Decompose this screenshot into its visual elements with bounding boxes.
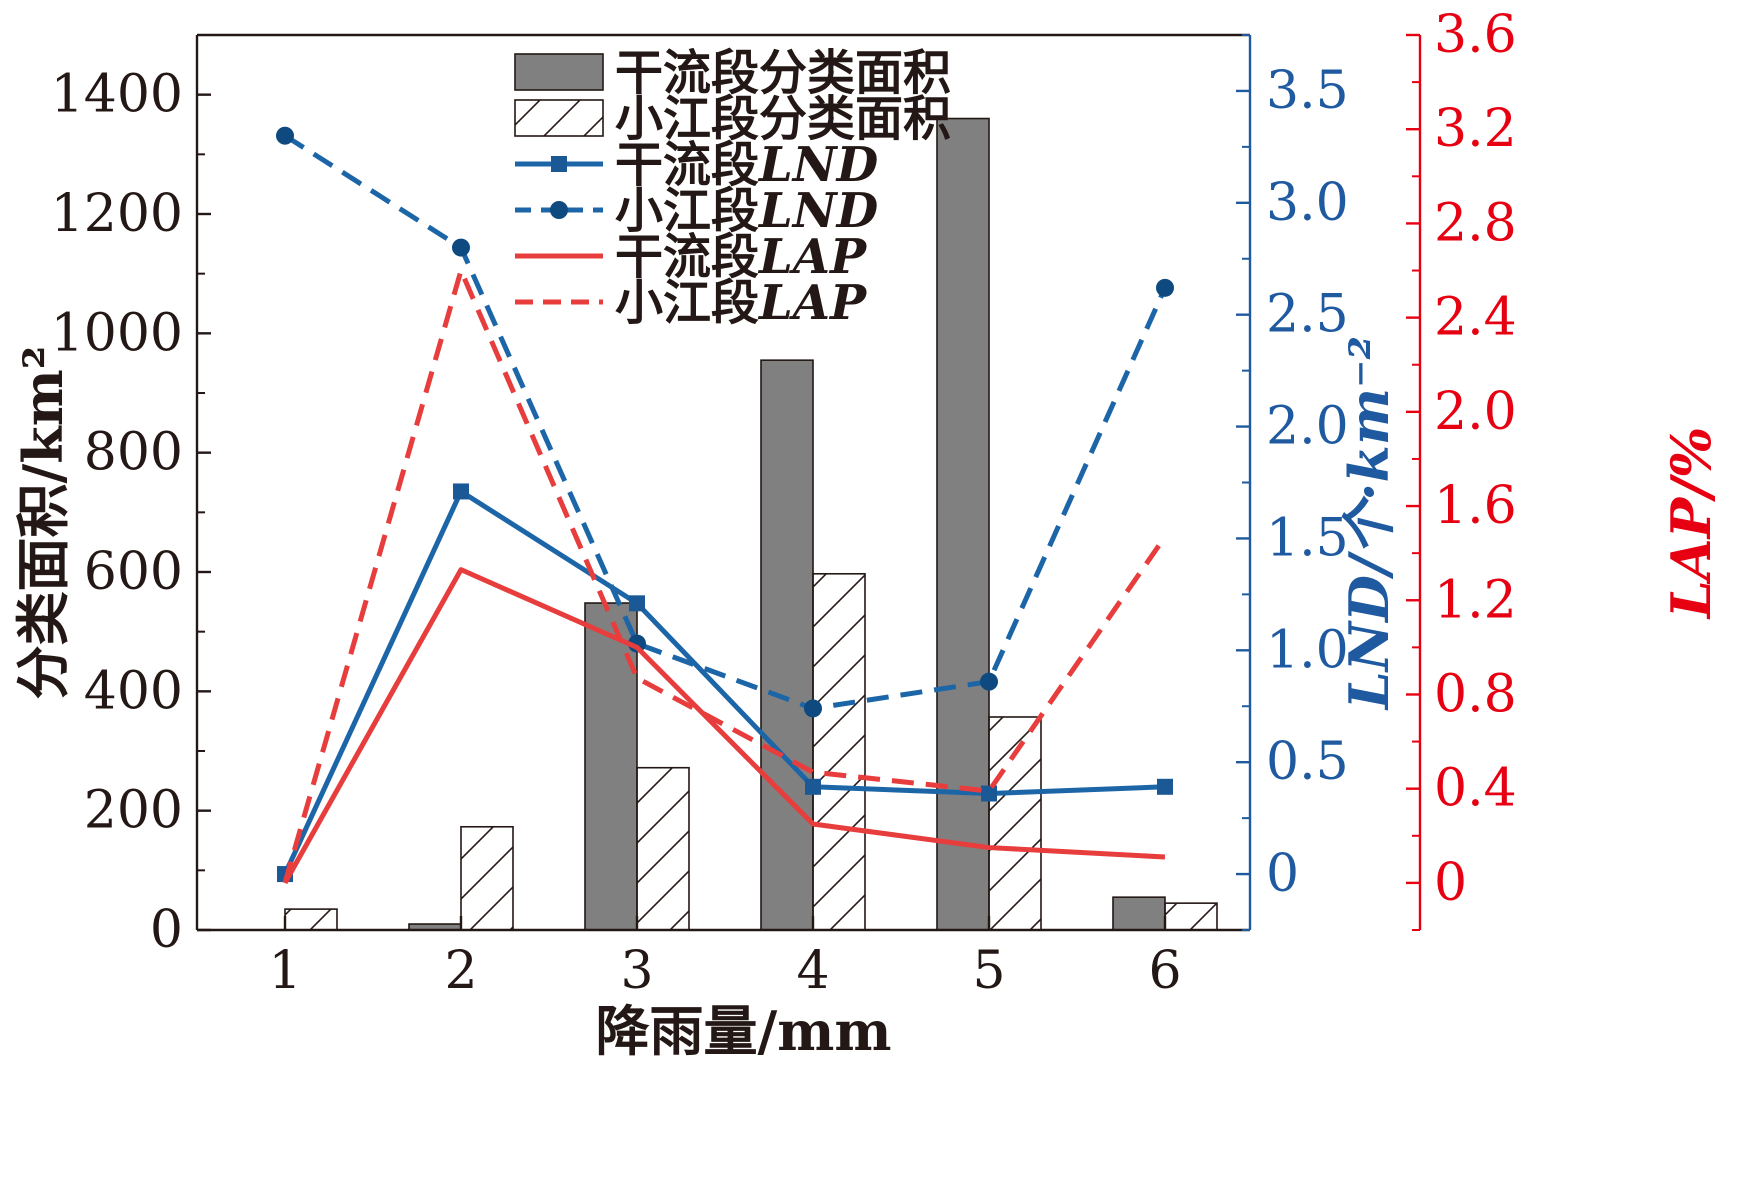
x-tick-label: 5 [972, 941, 1005, 1001]
plot-frame [195, 33, 1250, 932]
marker-square [1157, 778, 1173, 795]
legend-label: 干流段LAP [615, 229, 868, 285]
y-right1-tick-label: 0.5 [1266, 732, 1349, 792]
legend-label-abbr: LAP [757, 229, 868, 285]
x-tick-label: 6 [1148, 941, 1181, 1001]
legend-marker-square [551, 156, 567, 172]
series-line-小江段LAP [282, 268, 1168, 884]
x-axis-title: 降雨量/mm [596, 999, 892, 1063]
y-right2-tick-label: 0.8 [1434, 664, 1517, 724]
marker-square [629, 595, 645, 612]
marker-circle [1156, 278, 1174, 297]
bar-xiaojiang-2 [460, 825, 514, 931]
y-right2-tick-label: 1.2 [1434, 570, 1517, 630]
legend-swatch-bar-hatch [514, 99, 604, 137]
legend-label-text: 干流段 [615, 137, 759, 193]
x-tick-label: 4 [796, 941, 829, 1001]
legend-label-abbr: LND [757, 137, 879, 193]
y-right2-tick-label: 2.4 [1434, 288, 1517, 348]
y-right2-tick-label: 3.6 [1434, 5, 1517, 65]
y-right2-axis-title: LAP/% [1659, 427, 1723, 621]
y-right1-tick-label: 1.0 [1266, 620, 1349, 680]
y-right2-tick-label: 3.2 [1434, 99, 1517, 159]
y-right2-tick-label: 1.6 [1434, 476, 1517, 536]
x-tick-label: 3 [620, 941, 653, 1001]
series-line-干流段LND [282, 488, 1166, 876]
legend-label: 小江段LND [615, 183, 879, 239]
lines-layer [276, 126, 1174, 885]
legend-label-text: 小江段 [615, 183, 759, 239]
y-right1-axis-title: LND/个·km⁻² [1337, 336, 1401, 711]
bar-main-6 [1112, 896, 1166, 931]
y-left-tick-label: 0 [150, 900, 183, 960]
bar-xiaojiang-6 [1164, 902, 1218, 931]
legend-label-text: 小江段 [615, 275, 759, 331]
y-right1-tick-label: 3.5 [1266, 61, 1349, 121]
y-right1-tick-label: 1.5 [1266, 508, 1349, 568]
x-tick-label: 1 [268, 941, 301, 1001]
bar-xiaojiang-3 [636, 766, 690, 931]
legend-label-text: 干流段 [615, 229, 759, 285]
y-left-tick-label: 800 [84, 423, 183, 483]
legend-label: 小江段LAP [615, 275, 868, 331]
bar-xiaojiang-4 [812, 572, 866, 931]
y-right1-tick-label: 2.5 [1266, 285, 1349, 345]
y-left-tick-label: 1200 [51, 184, 183, 244]
legend-swatch-bar-solid [514, 53, 604, 91]
y-right1-tick-label: 2.0 [1266, 397, 1349, 457]
bar-main-3 [584, 602, 638, 931]
y-left-axis-title: 分类面积/km² [11, 346, 75, 700]
marker-circle [276, 126, 294, 145]
x-tick-label: 2 [444, 941, 477, 1001]
bar-xiaojiang-1 [284, 908, 338, 931]
bar-xiaojiang-5 [988, 716, 1042, 931]
marker-square [981, 785, 997, 802]
marker-circle [980, 672, 998, 691]
legend-label: 干流段分类面积 [615, 45, 951, 101]
y-right2-tick-label: 2.0 [1434, 382, 1517, 442]
marker-circle [452, 238, 470, 257]
marker-circle [804, 699, 822, 718]
legend-marker-circle [550, 201, 568, 219]
legend-label-abbr: LND [757, 183, 879, 239]
series-line-干流段LAP [282, 567, 1166, 885]
y-left-tick-label: 1400 [51, 65, 183, 125]
y-left-tick-label: 600 [84, 542, 183, 602]
y-right2-tick-label: 2.8 [1434, 193, 1517, 253]
legend-label: 干流段LND [615, 137, 879, 193]
series-line-小江段LND [283, 133, 1168, 711]
y-right1-tick-label: 0 [1266, 844, 1299, 904]
y-right2-tick-label: 0.4 [1434, 759, 1517, 819]
legend-label-text: 小江段分类面积 [615, 91, 951, 147]
y-left-tick-label: 1000 [51, 303, 183, 363]
marker-square [453, 483, 469, 500]
legend-label: 小江段分类面积 [615, 91, 951, 147]
axes-layer: 1 2 3 4 5 6 降雨量/mm 0 200 400 600 800 1000 1200 1400 分类面… [11, 5, 1723, 1063]
bar-main-4 [760, 359, 814, 931]
bar-main-5 [936, 117, 990, 931]
y-left-tick-label: 200 [84, 781, 183, 841]
legend-label-abbr: LAP [757, 275, 868, 331]
y-right2-tick-label: 0 [1434, 853, 1467, 913]
y-left-tick-label: 400 [84, 661, 183, 721]
marker-square [805, 778, 821, 795]
y-right1-tick-label: 3.0 [1266, 173, 1349, 233]
legend-label-text: 干流段分类面积 [615, 45, 951, 101]
